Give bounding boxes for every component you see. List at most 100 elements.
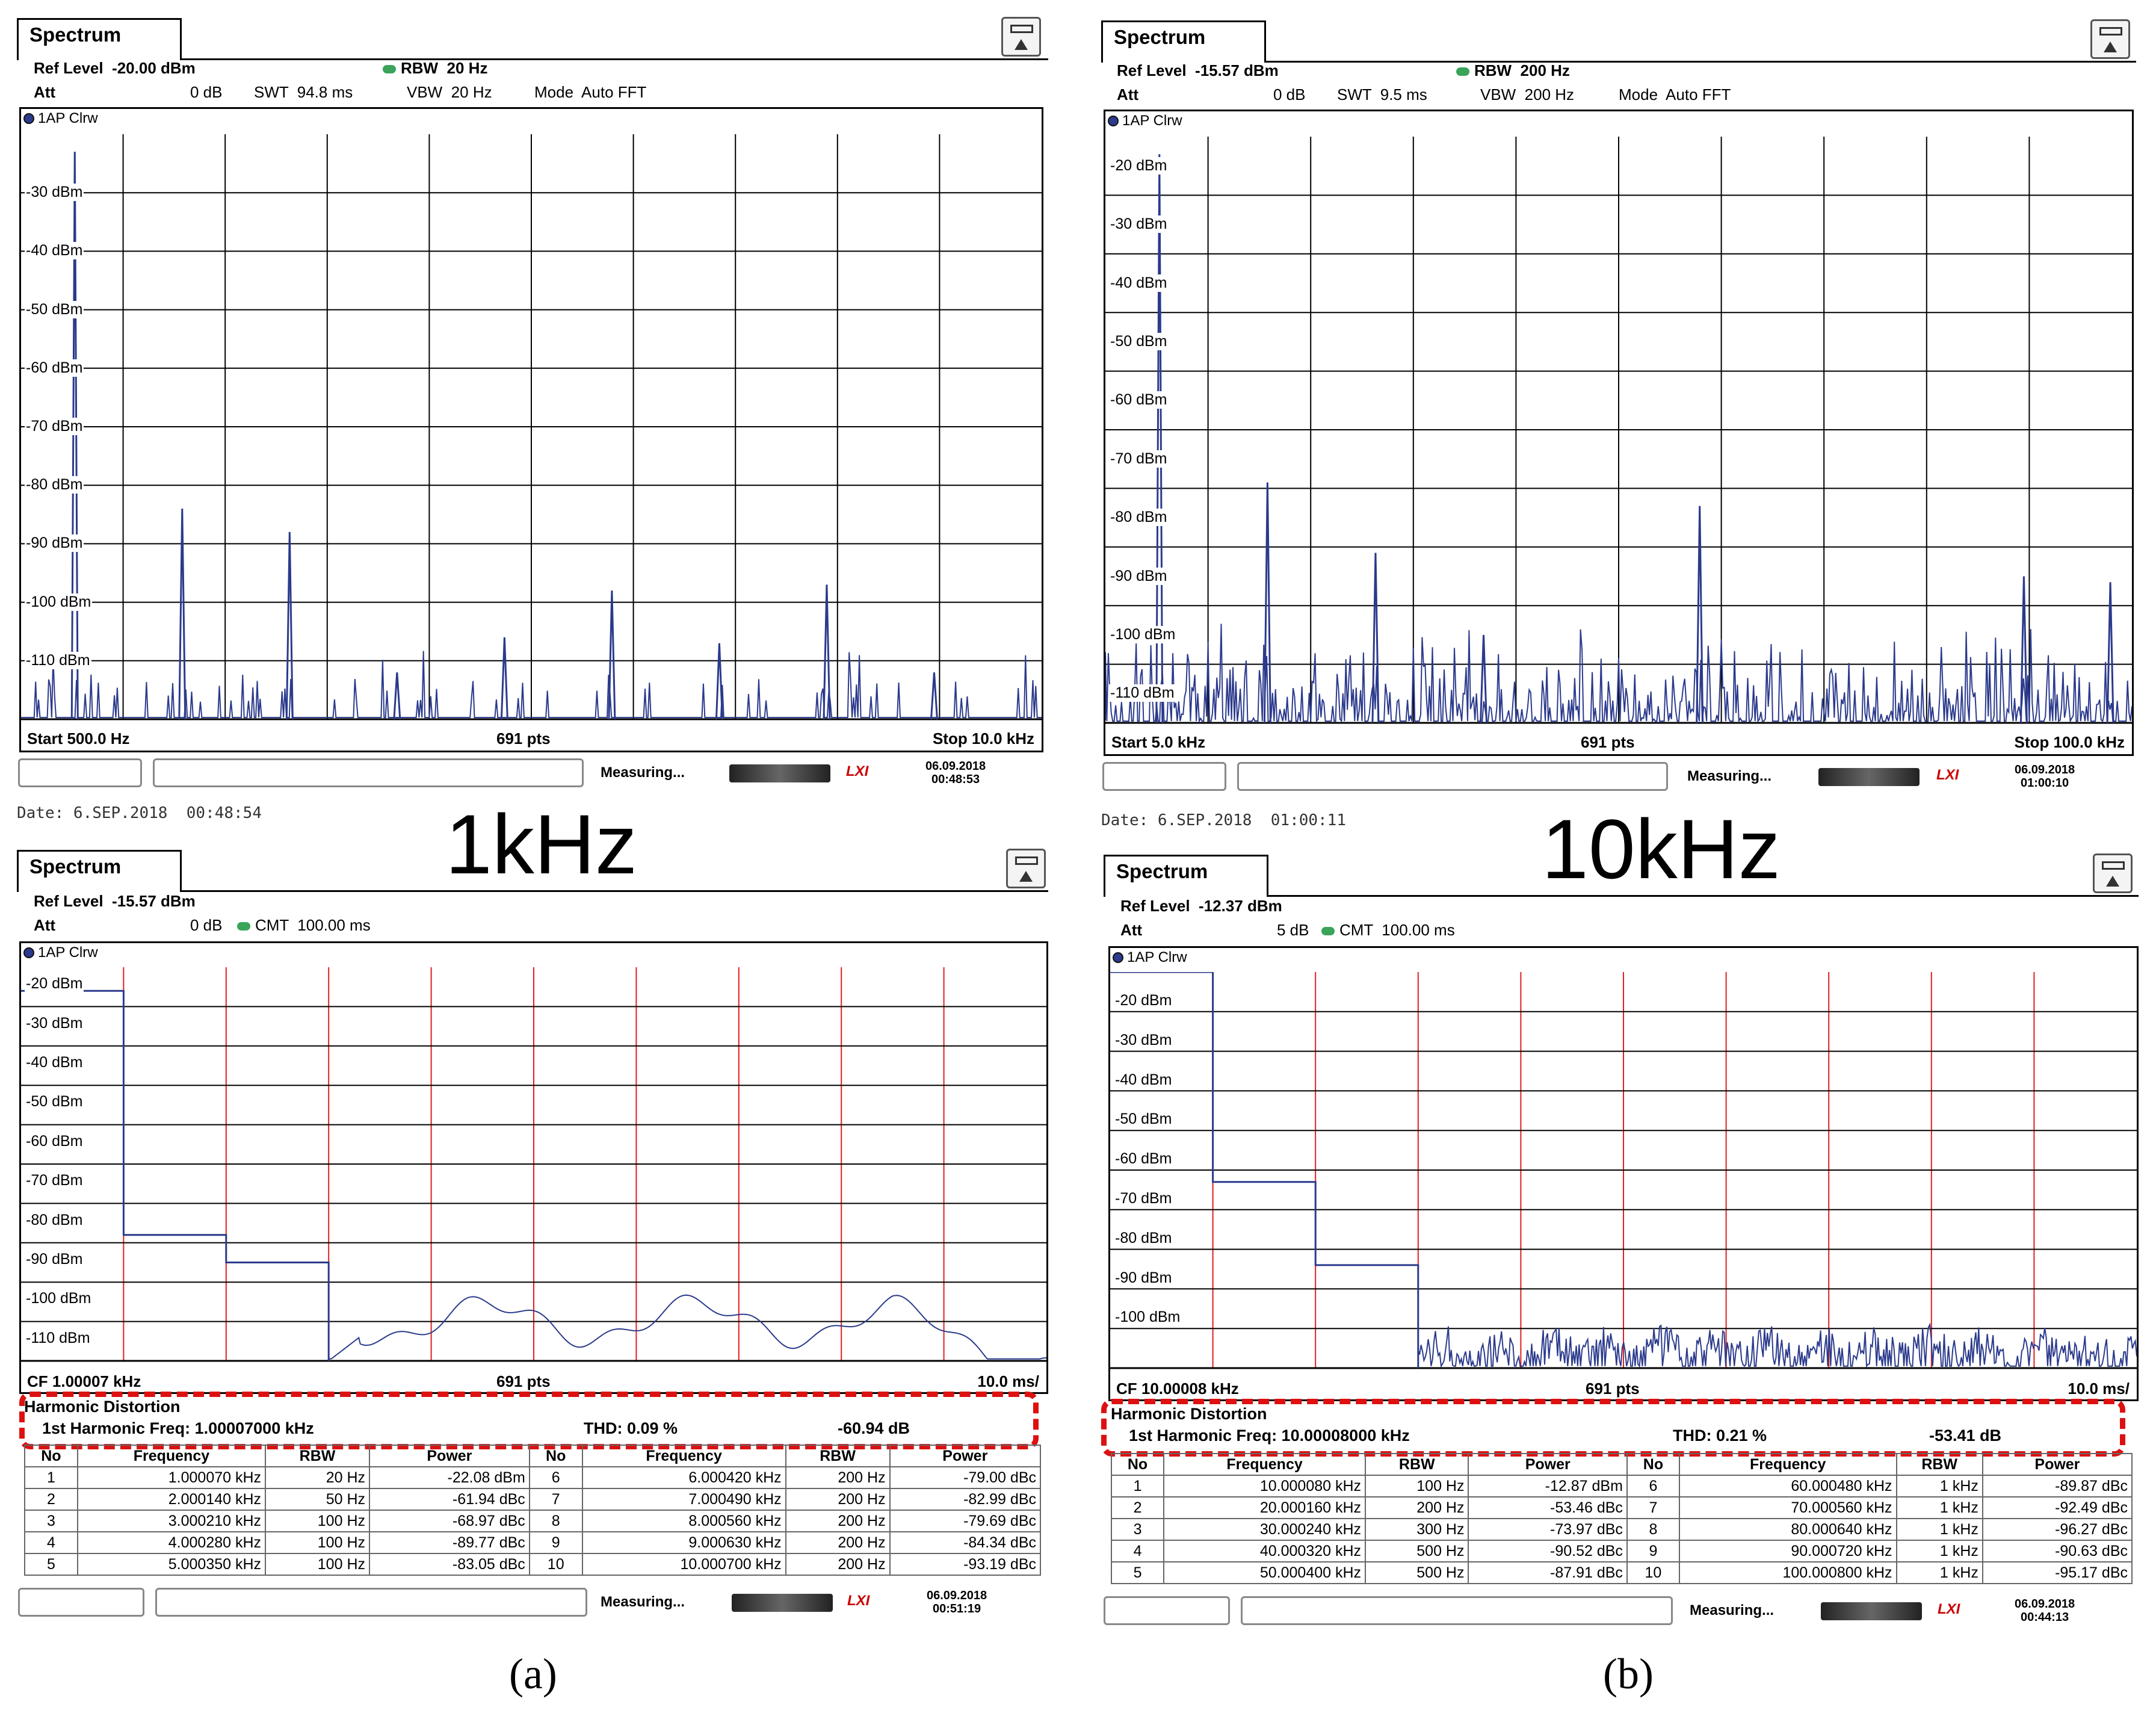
trace-peak-1	[70, 152, 79, 720]
y-tick-label: -110 dBm	[1109, 684, 1176, 702]
table-cell: 10.000080 kHz	[1163, 1475, 1367, 1497]
y-tick-label: -90 dBm	[25, 534, 84, 553]
lxi-icon: LXI	[1938, 1601, 1960, 1617]
trace-peak-9	[930, 672, 938, 720]
table-cell: 100 Hz	[265, 1510, 370, 1532]
y-tick-label: -20 dBm	[1109, 156, 1169, 175]
y-tick-label: -50 dBm	[1114, 1110, 1173, 1129]
display-config-icon[interactable]	[2093, 853, 2133, 893]
table-cell: -73.97 dBc	[1468, 1518, 1628, 1541]
rbw-readout: RBW 200 Hz	[1456, 61, 1570, 80]
trace-peak-2	[1263, 482, 1271, 723]
y-tick-label: -60 dBm	[1109, 391, 1169, 409]
y-tick-label: -80 dBm	[1109, 509, 1169, 527]
spectrum-tab[interactable]: Spectrum	[17, 18, 182, 60]
table-cell: 5	[1110, 1561, 1165, 1584]
trace-harmonic-steps	[21, 990, 330, 1361]
y-tick-label: -80 dBm	[1114, 1229, 1173, 1247]
harmonic-freq: 1st Harmonic Freq: 10.00008000 kHz	[1129, 1426, 1410, 1445]
y-tick-label: -100 dBm	[25, 593, 93, 611]
y-tick-label: -110 dBm	[25, 1329, 91, 1347]
plot-canvas	[1105, 137, 2132, 724]
y-tick-label: -60 dBm	[25, 359, 84, 377]
table-header: Frequency	[1678, 1453, 1897, 1476]
trace-indicator: 1AP Clrw	[23, 944, 98, 961]
table-header: No	[1626, 1453, 1680, 1476]
y-tick-label: -100 dBm	[1109, 625, 1177, 643]
trace-indicator: 1AP Clrw	[1108, 113, 1182, 129]
caption-b: (b)	[1603, 1650, 1654, 1698]
table-cell: 50 Hz	[265, 1488, 370, 1511]
table-cell: 500 Hz	[1365, 1561, 1469, 1584]
table-row: 3 30.000240 kHz 300 Hz -73.97 dBc 8 80.000640…	[1110, 1518, 2133, 1541]
spectrum-plot[interactable]: 1AP Clrw Start 500.0 Hz 691 pts Stop 10.…	[19, 107, 1043, 752]
table-row: 2 20.000160 kHz 200 Hz -53.46 dBc 7 70.000560…	[1110, 1496, 2133, 1519]
table-cell: 20.000160 kHz	[1163, 1496, 1367, 1519]
y-tick-label: -30 dBm	[25, 184, 84, 202]
spectrum-tab[interactable]: Spectrum	[17, 850, 182, 892]
points-count: 691 pts	[496, 729, 551, 748]
table-cell: 4	[1110, 1540, 1165, 1562]
progress-bar	[1818, 768, 1920, 786]
display-config-icon[interactable]	[1001, 17, 1041, 57]
y-tick-label: -60 dBm	[25, 1132, 84, 1150]
lxi-icon: LXI	[847, 1593, 870, 1609]
y-tick-label: -90 dBm	[1114, 1269, 1173, 1287]
table-cell: 100 Hz	[265, 1553, 370, 1576]
table-cell: 100 Hz	[265, 1531, 370, 1554]
vbw-readout: VBW 20 Hz	[407, 83, 492, 101]
time-per-div: 10.0 ms/	[2068, 1380, 2130, 1398]
lxi-icon: LXI	[846, 763, 869, 779]
measuring-status: Measuring...	[1687, 768, 1772, 784]
status-bar: Measuring... LXI 06.09.2018 01:00:10	[1102, 760, 2137, 793]
trace-peak-6	[608, 590, 616, 720]
spectrum-tab[interactable]: Spectrum	[1101, 20, 1266, 63]
table-row: 2 2.000140 kHz 50 Hz -61.94 dBc 7 7.000490 kH…	[24, 1488, 1042, 1511]
spectrum-tab[interactable]: Spectrum	[1104, 855, 1268, 897]
table-cell: 200 Hz	[785, 1553, 891, 1576]
table-header: No	[24, 1445, 78, 1467]
thd-db: -53.41 dB	[1929, 1426, 2002, 1445]
y-tick-label: -40 dBm	[25, 1053, 84, 1071]
y-tick-label: -50 dBm	[25, 1093, 84, 1111]
trace-peak-6	[2019, 576, 2028, 723]
plot-canvas	[1110, 972, 2137, 1369]
harmonic-title: Harmonic Distortion	[1111, 1405, 1267, 1423]
display-config-icon[interactable]	[2090, 19, 2130, 59]
spectrum-plot[interactable]: 1AP Clrw Start 5.0 kHz 691 pts Stop 100.…	[1104, 110, 2134, 756]
table-cell: 1	[1110, 1475, 1165, 1497]
time-per-div: 10.0 ms/	[977, 1372, 1039, 1390]
lxi-icon: LXI	[1936, 767, 1959, 783]
table-cell: 7	[1626, 1496, 1680, 1519]
table-header: Frequency	[1163, 1453, 1367, 1476]
y-tick-label: -30 dBm	[1114, 1031, 1173, 1049]
table-cell: 40.000320 kHz	[1163, 1540, 1367, 1562]
table-cell: 200 Hz	[1365, 1496, 1469, 1519]
trace-noise	[328, 1294, 1046, 1361]
att-label: Att	[34, 83, 56, 101]
att-label: Att	[1120, 921, 1143, 939]
trace-peak-2	[178, 509, 187, 720]
y-tick-label: -70 dBm	[25, 1172, 84, 1190]
ref-level: Ref Level -20.00 dBm	[34, 59, 196, 77]
table-header: Frequency	[581, 1445, 786, 1467]
table-cell: 4	[24, 1531, 78, 1554]
table-header: RBW	[1895, 1453, 1983, 1476]
y-tick-label: -90 dBm	[1109, 567, 1169, 585]
table-cell: -53.46 dBc	[1468, 1496, 1628, 1519]
table-header: Power	[889, 1445, 1042, 1467]
spectrum-plot[interactable]: 1AP Clrw CF 1.00007 kHz 691 pts 10.0 ms/…	[19, 941, 1048, 1394]
display-config-icon[interactable]	[1006, 849, 1046, 888]
table-row: 3 3.000210 kHz 100 Hz -68.97 dBc 8 8.000560 k…	[24, 1510, 1042, 1532]
progress-bar	[732, 1594, 833, 1612]
mode-readout: Mode Auto FFT	[1619, 85, 1731, 104]
plot-canvas	[21, 967, 1046, 1362]
trace-indicator: 1AP Clrw	[1113, 949, 1187, 966]
table-cell: 1 kHz	[1895, 1518, 1983, 1541]
vbw-readout: VBW 200 Hz	[1480, 85, 1575, 104]
harmonic-freq: 1st Harmonic Freq: 1.00007000 kHz	[42, 1419, 314, 1437]
table-cell: 20 Hz	[265, 1466, 370, 1489]
table-cell: 30.000240 kHz	[1163, 1518, 1367, 1541]
caption-date: Date: 6.SEP.2018 00:48:54	[17, 804, 262, 822]
spectrum-plot[interactable]: 1AP Clrw CF 10.00008 kHz 691 pts 10.0 ms…	[1108, 946, 2139, 1401]
